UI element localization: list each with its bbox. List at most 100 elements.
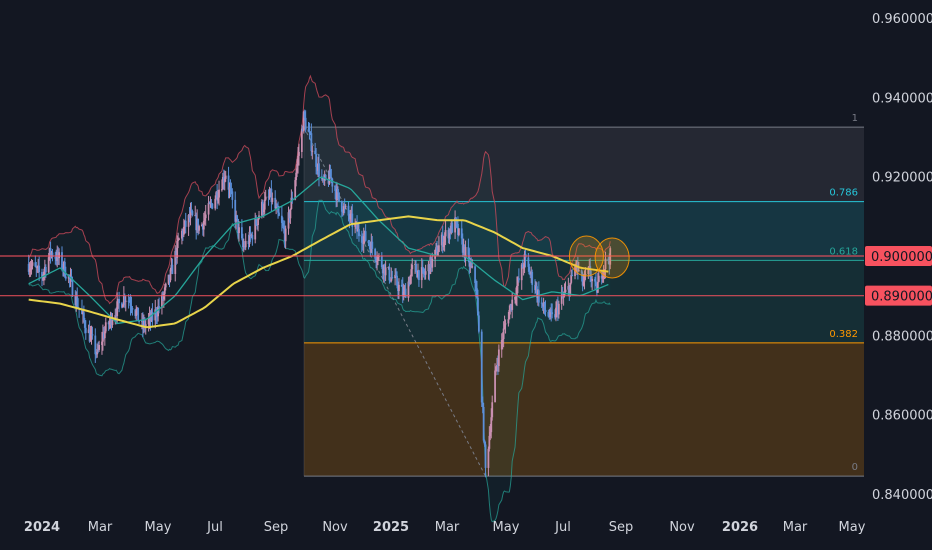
candle-body bbox=[529, 274, 532, 276]
candle-body bbox=[175, 251, 178, 258]
candle bbox=[422, 267, 425, 278]
circle-annotations[interactable] bbox=[568, 235, 630, 279]
candle bbox=[275, 199, 278, 215]
candle-body bbox=[583, 274, 586, 282]
candle bbox=[542, 297, 545, 314]
candle-body bbox=[75, 296, 78, 306]
candle bbox=[96, 343, 99, 358]
candle bbox=[547, 309, 550, 318]
candle-body bbox=[517, 278, 520, 281]
candle-body bbox=[189, 210, 192, 219]
candle-body bbox=[509, 304, 512, 310]
candle bbox=[501, 332, 504, 350]
candle-body bbox=[163, 287, 166, 294]
candle-body bbox=[198, 226, 200, 231]
candle bbox=[337, 186, 339, 200]
candle-body bbox=[83, 320, 86, 328]
candle bbox=[389, 280, 392, 283]
candle bbox=[317, 156, 319, 178]
candle-body bbox=[161, 294, 163, 308]
candle bbox=[463, 244, 466, 263]
candle-body bbox=[269, 188, 272, 197]
band-upper-line bbox=[28, 74, 611, 305]
candle bbox=[340, 200, 343, 217]
candle-body bbox=[434, 249, 437, 259]
candle bbox=[196, 209, 199, 233]
candle bbox=[283, 220, 286, 248]
candle bbox=[349, 209, 352, 223]
candle-body bbox=[522, 267, 525, 269]
candle bbox=[34, 255, 37, 268]
candle bbox=[243, 241, 246, 250]
candle-body bbox=[162, 293, 165, 300]
candle-body bbox=[181, 230, 184, 235]
candle bbox=[89, 325, 92, 342]
candle-body bbox=[267, 196, 270, 198]
candle-body bbox=[440, 234, 443, 246]
candle bbox=[289, 208, 292, 224]
candle bbox=[127, 294, 130, 309]
price-tag[interactable] bbox=[865, 246, 932, 266]
candle-body bbox=[49, 248, 52, 255]
candle bbox=[82, 310, 84, 324]
price-axis[interactable]: 0.960000 0.940000 0.920000 0.900000 0.880000… bbox=[864, 0, 932, 550]
candle-body bbox=[67, 275, 70, 279]
candle-body bbox=[489, 432, 492, 436]
candle-body bbox=[468, 254, 471, 267]
candle-body bbox=[142, 321, 145, 328]
candle bbox=[223, 170, 226, 191]
candle bbox=[390, 267, 393, 283]
candle-body bbox=[161, 294, 164, 300]
candle bbox=[214, 195, 217, 211]
candle bbox=[514, 296, 516, 304]
fib-level-label: 1 bbox=[852, 113, 858, 124]
candle-body bbox=[207, 203, 210, 215]
candle-body bbox=[38, 265, 41, 273]
candle-body bbox=[50, 252, 53, 255]
candle bbox=[535, 281, 537, 294]
candle-body bbox=[470, 263, 473, 267]
candle-body bbox=[311, 150, 314, 152]
candle-body bbox=[484, 444, 487, 468]
candle bbox=[570, 269, 573, 285]
candle bbox=[198, 224, 200, 234]
candle bbox=[364, 224, 367, 242]
time-tick-label: Jul bbox=[554, 520, 571, 535]
candle bbox=[177, 232, 180, 249]
candle-body bbox=[356, 222, 358, 232]
candle bbox=[438, 236, 440, 253]
candle-body bbox=[297, 155, 299, 165]
candle-body bbox=[540, 302, 543, 304]
candle-body bbox=[480, 331, 483, 403]
candle bbox=[182, 218, 185, 238]
candle-body bbox=[391, 277, 394, 279]
candle-body bbox=[210, 202, 213, 204]
candle-body bbox=[289, 208, 292, 219]
candle bbox=[529, 270, 532, 279]
fibonacci-retracement[interactable]: 1 0.786 0.618 0.382 0 bbox=[303, 113, 864, 477]
candle bbox=[256, 224, 259, 230]
time-axis[interactable]: 2024 Mar May Jul Sep Nov 2025 Mar May Jul Sep Nov 20… bbox=[24, 520, 866, 535]
candle-body bbox=[209, 202, 212, 204]
candle-body bbox=[588, 266, 591, 268]
circle-annotation[interactable] bbox=[594, 237, 630, 279]
candle-body bbox=[217, 197, 219, 201]
candle-body bbox=[367, 240, 370, 244]
candle-body bbox=[43, 271, 45, 276]
candle-body bbox=[395, 274, 397, 276]
candle bbox=[294, 177, 297, 201]
candle bbox=[367, 239, 370, 247]
candle-body bbox=[357, 229, 359, 232]
candle-body bbox=[129, 302, 132, 306]
candle-body bbox=[215, 192, 218, 199]
candle bbox=[91, 326, 94, 340]
candle bbox=[163, 284, 166, 301]
candle bbox=[271, 192, 274, 205]
circle-annotation[interactable] bbox=[568, 235, 604, 277]
horizontal-lines[interactable] bbox=[0, 255, 864, 297]
candle-body bbox=[211, 203, 214, 209]
candle bbox=[134, 308, 137, 319]
price-tag[interactable] bbox=[865, 285, 932, 306]
candle-body bbox=[457, 223, 459, 235]
